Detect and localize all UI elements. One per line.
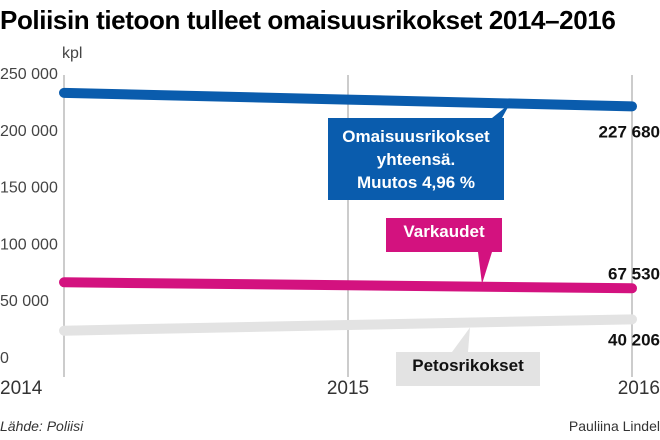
callout-text: Petosrikokset: [412, 356, 524, 375]
callout-box: [396, 352, 540, 386]
source-note: Lähde: Poliisi: [0, 418, 84, 434]
x-axis-ticks: 2014 2015 2016: [0, 378, 660, 399]
callout-1: Varkaudet: [386, 218, 502, 285]
series-lines: [59, 87, 637, 336]
y-tick-label: 250 000: [0, 66, 58, 83]
end-label-2: 40 206: [608, 330, 660, 349]
end-value-labels: 227 680 67 530 40 206: [599, 122, 660, 349]
series-line-2: [59, 314, 637, 336]
callout-pointer: [478, 252, 492, 285]
y-tick-label: 200 000: [0, 123, 58, 140]
y-axis-ticks: 0 50 000 100 000 150 000 200 000 250 000: [0, 66, 58, 367]
x-tick-label: 2016: [618, 378, 660, 399]
chart-title: Poliisin tietoon tulleet omaisuusrikokse…: [0, 5, 616, 35]
author-credit: Pauliina Lindel: [568, 418, 660, 434]
callout-text: Omaisuusrikokset: [342, 127, 490, 146]
y-tick-label: 0: [0, 350, 9, 367]
x-tick-label: 2014: [0, 378, 43, 399]
end-label-0: 227 680: [599, 122, 660, 141]
end-label-1: 67 530: [608, 264, 660, 283]
callout-0: Omaisuusrikokset yhteensä. Muutos 4,96 %: [328, 103, 510, 200]
x-tick-label: 2015: [327, 378, 369, 399]
callout-pointer: [492, 103, 510, 118]
callout-pointer: [452, 327, 470, 352]
y-tick-label: 50 000: [0, 293, 49, 310]
callout-box: [386, 218, 502, 252]
callout-text: yhteensä.: [377, 150, 455, 169]
y-tick-label: 100 000: [0, 236, 58, 253]
y-axis-label: kpl: [62, 45, 82, 62]
series-callouts: Omaisuusrikokset yhteensä. Muutos 4,96 % Va…: [328, 103, 540, 386]
callout-text: Muutos 4,96 %: [357, 173, 475, 192]
callout-box: [328, 118, 504, 200]
series-line-0: [59, 87, 637, 112]
callout-text: Varkaudet: [403, 222, 485, 241]
y-tick-label: 150 000: [0, 180, 58, 197]
series-line-1: [59, 277, 637, 294]
callout-2: Petosrikokset: [396, 327, 540, 386]
